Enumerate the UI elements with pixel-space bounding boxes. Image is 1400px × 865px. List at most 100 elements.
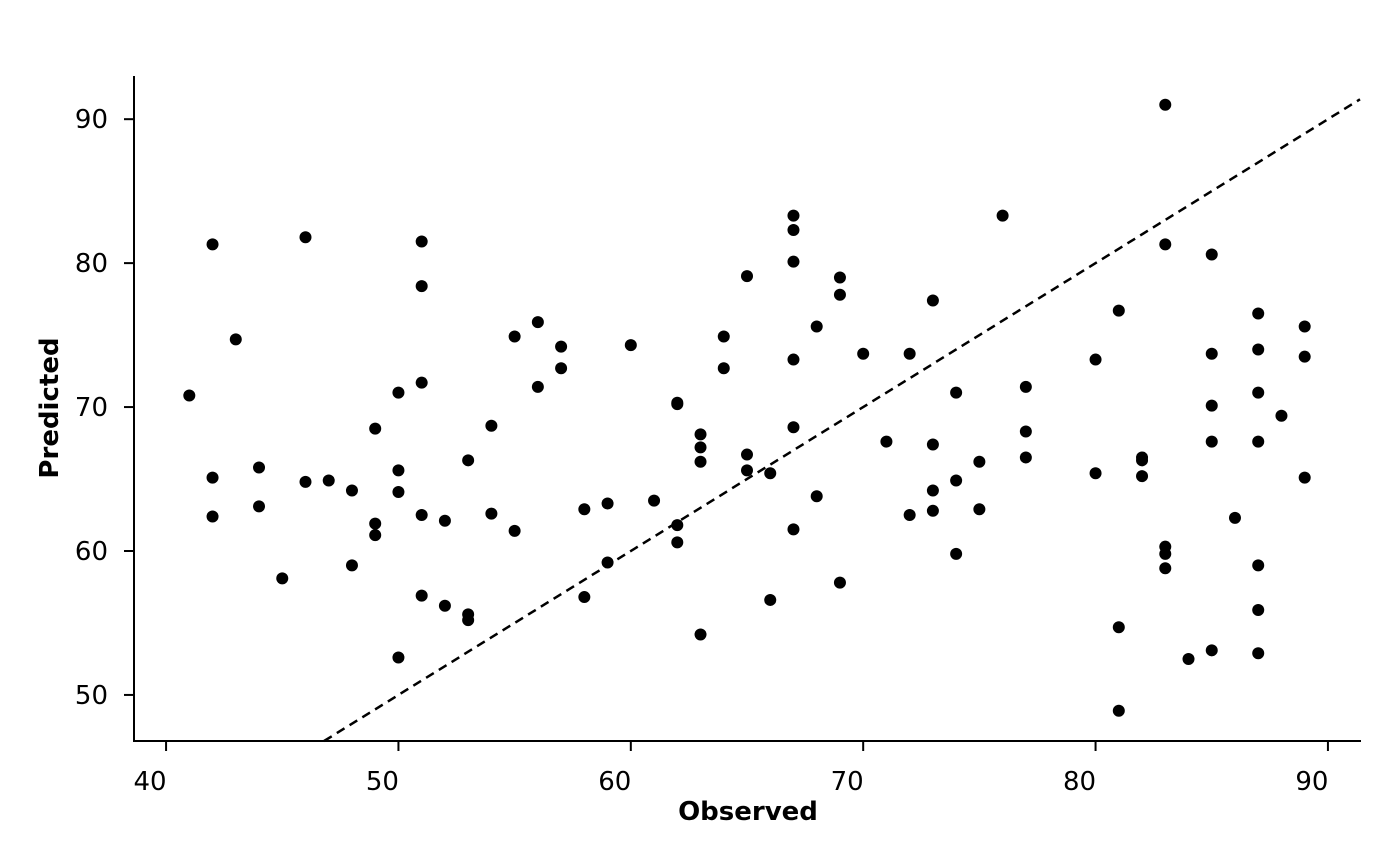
point [1252,343,1265,356]
point [392,464,405,477]
point [648,494,661,507]
point [950,386,963,399]
point [601,556,614,569]
point [206,510,219,523]
y-tick-label: 70 [75,393,108,423]
point [462,454,475,467]
point [531,316,544,329]
point [276,572,289,585]
point [206,471,219,484]
point [1159,98,1172,111]
point [1252,307,1265,320]
point [392,651,405,664]
point [1252,647,1265,660]
point [1112,304,1125,317]
point [578,503,591,516]
point [671,398,684,411]
point [741,448,753,461]
x-tick-label: 70 [831,767,864,797]
x-tick-label: 80 [1063,767,1096,797]
point [973,455,986,468]
point [1205,248,1218,261]
point [415,280,428,293]
point [1112,621,1125,634]
y-tick-label: 90 [75,105,108,135]
point [1019,451,1032,464]
point [1205,347,1218,360]
point [485,419,498,432]
point [1298,350,1311,363]
point [1089,353,1102,366]
point [1252,386,1265,399]
point [183,389,196,402]
x-axis-title: Observed [678,797,818,827]
point [229,333,242,346]
point [833,271,846,284]
y-axis-title: Predicted [35,337,65,478]
point [508,330,521,343]
point [1089,467,1102,480]
point [415,376,428,389]
point [1252,559,1265,572]
point [369,517,382,530]
point [926,484,939,497]
plot: 40 50 60 70 80 90 50 60 70 80 90 [75,98,1361,797]
point [601,497,614,510]
point [1298,320,1311,333]
point [741,270,753,283]
point [810,490,823,503]
point [299,231,312,244]
point [1159,562,1172,575]
point [694,455,707,468]
point [694,441,707,454]
point [1019,380,1032,393]
x-tick-label: 50 [366,767,399,797]
point [787,255,800,268]
point [903,509,916,522]
point [438,514,451,527]
y-tick-label: 50 [75,681,108,711]
point [787,209,800,222]
point [1136,454,1149,467]
point [1159,238,1172,251]
point [531,380,544,393]
point [1252,435,1265,448]
point [787,224,800,237]
point [415,509,428,522]
point [1182,652,1195,665]
point [485,507,498,520]
point [206,238,219,251]
point [555,340,568,353]
point [345,484,358,497]
point [345,559,358,572]
point [253,500,266,513]
point [880,435,893,448]
point [1019,425,1032,438]
point [926,504,939,517]
point [1298,471,1311,484]
identity-line [323,98,1361,743]
point [857,347,870,360]
point [833,288,846,301]
point [1205,644,1218,657]
point [741,464,753,477]
point [671,536,684,549]
point [926,294,939,307]
point [950,547,963,560]
point [624,339,637,352]
point [833,576,846,589]
point [717,362,730,375]
point [810,320,823,333]
point [1205,399,1218,412]
x-tick-label: 60 [598,767,631,797]
point [787,421,800,434]
y-tick-label: 60 [75,537,108,567]
point [787,523,800,536]
point [1252,604,1265,617]
point [322,474,335,487]
point [717,330,730,343]
point [1228,511,1241,524]
point [369,422,382,435]
point [578,591,591,604]
